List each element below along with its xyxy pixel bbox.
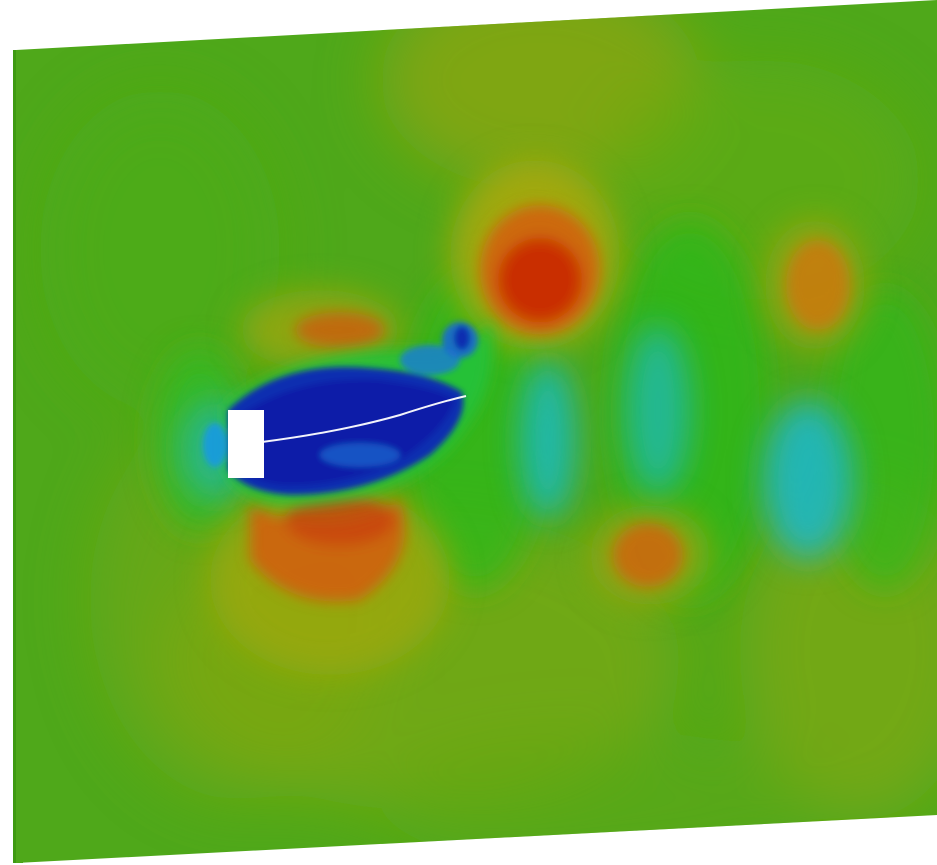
recirculation-bubble bbox=[203, 322, 478, 495]
shear-streak bbox=[261, 395, 467, 443]
obstacle-block bbox=[228, 410, 264, 478]
high-regions bbox=[250, 205, 850, 602]
